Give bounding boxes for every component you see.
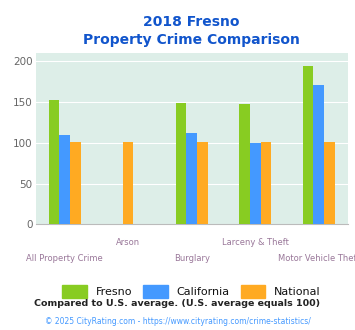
Text: Burglary: Burglary (174, 253, 210, 263)
Bar (239, 104, 250, 224)
Bar (250, 143, 261, 224)
Bar (197, 142, 208, 224)
Bar (324, 142, 335, 224)
Text: Arson: Arson (116, 238, 140, 247)
Bar (261, 142, 271, 224)
Bar (70, 142, 81, 224)
Bar (59, 135, 70, 224)
Text: Compared to U.S. average. (U.S. average equals 100): Compared to U.S. average. (U.S. average … (34, 299, 321, 308)
Bar (123, 142, 133, 224)
Legend: Fresno, California, National: Fresno, California, National (59, 282, 324, 301)
Bar (186, 133, 197, 224)
Bar (303, 66, 313, 224)
Text: All Property Crime: All Property Crime (26, 253, 103, 263)
Bar (176, 103, 186, 224)
Text: Larceny & Theft: Larceny & Theft (222, 238, 289, 247)
Text: © 2025 CityRating.com - https://www.cityrating.com/crime-statistics/: © 2025 CityRating.com - https://www.city… (45, 317, 310, 326)
Text: Motor Vehicle Theft: Motor Vehicle Theft (278, 253, 355, 263)
Bar (313, 85, 324, 224)
Title: 2018 Fresno
Property Crime Comparison: 2018 Fresno Property Crime Comparison (83, 15, 300, 48)
Bar (49, 100, 59, 224)
